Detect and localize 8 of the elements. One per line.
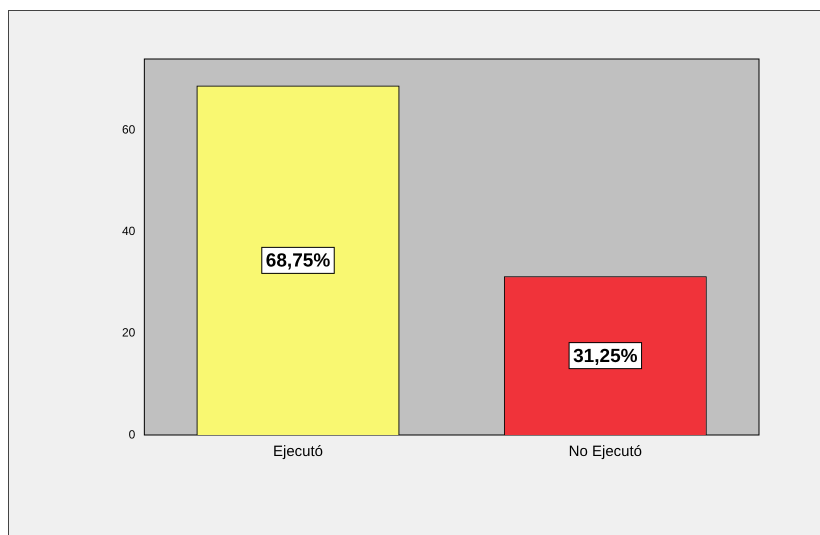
y-tick-label: 0 bbox=[128, 427, 136, 442]
y-tick-label: 40 bbox=[122, 224, 136, 238]
data-label: 68,75% bbox=[266, 250, 330, 272]
x-tick-label: No Ejecutó bbox=[568, 443, 642, 460]
y-tick-label: 20 bbox=[122, 326, 136, 340]
y-tick-label: 60 bbox=[122, 122, 136, 136]
data-label: 31,25% bbox=[573, 346, 638, 367]
x-tick-label: Ejecutó bbox=[272, 443, 324, 460]
